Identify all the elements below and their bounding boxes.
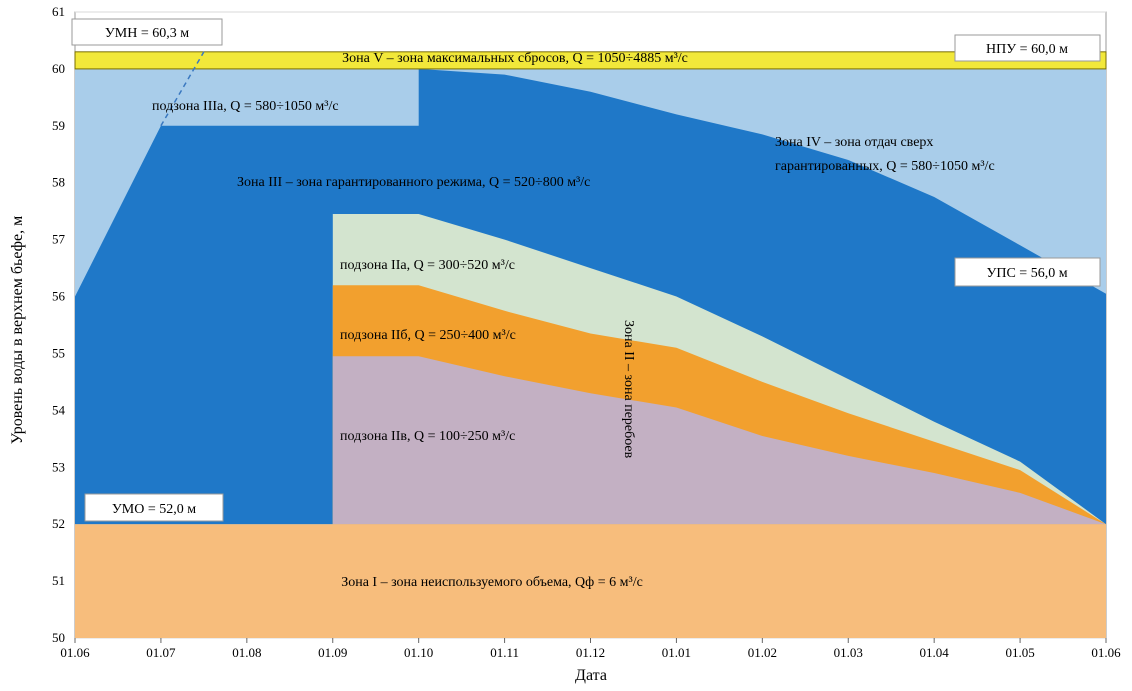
npu-box: НПУ = 60,0 м <box>954 34 1101 62</box>
x-tick-label: 01.06 <box>60 645 90 660</box>
y-tick-label: 58 <box>52 175 65 190</box>
zone4-label-line1: Зона IV – зона отдач сверх <box>775 135 933 150</box>
y-tick-label: 53 <box>52 459 65 474</box>
y-tick-label: 51 <box>52 573 65 588</box>
zone1-label: Зона I – зона неиспользуемого объема, Qф… <box>341 575 643 590</box>
x-axis-ticks: 01.06 01.07 01.08 01.09 01.10 01.11 01.12 01.01… <box>60 638 1121 660</box>
zone-areas <box>74 51 1107 638</box>
zone1-area <box>75 524 1106 638</box>
umn-box-label: УМН = 60,3 м <box>105 26 189 41</box>
npu-box-label: НПУ = 60,0 м <box>986 42 1068 57</box>
x-tick-label: 01.03 <box>834 645 863 660</box>
y-tick-label: 56 <box>52 289 66 304</box>
x-tick-label: 01.10 <box>404 645 433 660</box>
umo-box: УМО = 52,0 м <box>84 493 224 522</box>
x-tick-label: 01.01 <box>662 645 691 660</box>
zone2-vertical-label: Зона II – зона перебоев <box>621 320 636 459</box>
x-tick-label: 01.12 <box>576 645 605 660</box>
x-tick-label: 01.05 <box>1005 645 1034 660</box>
x-axis-title: Дата <box>575 667 607 684</box>
y-tick-label: 60 <box>52 61 65 76</box>
y-tick-label: 61 <box>52 4 65 19</box>
zone2v-label: подзона IIв, Q = 100÷250 м³/с <box>340 429 515 444</box>
x-tick-label: 01.07 <box>146 645 176 660</box>
x-tick-label: 01.04 <box>920 645 950 660</box>
y-tick-label: 59 <box>52 118 65 133</box>
y-tick-label: 55 <box>52 345 65 360</box>
y-tick-label: 52 <box>52 516 65 531</box>
x-tick-label: 01.02 <box>748 645 777 660</box>
y-tick-label: 57 <box>52 232 66 247</box>
umn-box: УМН = 60,3 м <box>71 18 223 46</box>
x-tick-label: 01.09 <box>318 645 347 660</box>
zone5-area <box>74 51 1107 70</box>
y-axis-title: Уровень воды в верхнем бьефе, м <box>9 216 26 444</box>
zone2b-label: подзона IIб, Q = 250÷400 м³/с <box>340 328 516 343</box>
x-tick-label: 01.11 <box>490 645 519 660</box>
y-tick-label: 54 <box>52 402 66 417</box>
zone2a-label: подзона IIа, Q = 300÷520 м³/с <box>340 258 515 273</box>
y-tick-label: 50 <box>52 630 65 645</box>
zone2v-area <box>332 356 1106 525</box>
ups-box-label: УПС = 56,0 м <box>986 266 1067 281</box>
zone3a-label: подзона IIIа, Q = 580÷1050 м³/с <box>152 99 339 114</box>
ups-box: УПС = 56,0 м <box>954 257 1101 287</box>
zone3-label: Зона III – зона гарантированного режима,… <box>237 175 590 190</box>
y-axis-ticks: 50 51 52 53 54 55 56 57 58 59 60 61 <box>52 4 66 645</box>
x-tick-label: 01.06 <box>1091 645 1121 660</box>
zone5-label: Зона V – зона максимальных сбросов, Q = … <box>342 51 688 66</box>
x-tick-label: 01.08 <box>232 645 261 660</box>
umo-box-label: УМО = 52,0 м <box>112 502 196 517</box>
zone4-label-line2: гарантированных, Q = 580÷1050 м³/с <box>775 159 995 174</box>
